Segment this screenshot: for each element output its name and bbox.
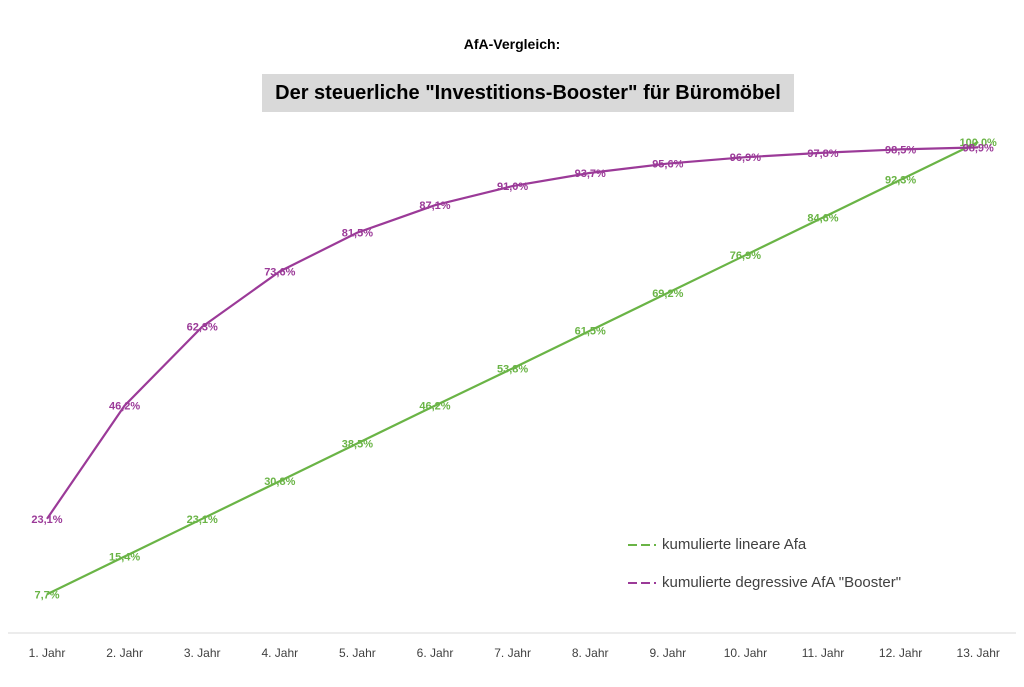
x-tick-label: 12. Jahr [879, 646, 922, 660]
data-label: 62,3% [187, 322, 218, 334]
data-label: 87,1% [419, 200, 450, 212]
data-label: 69,2% [652, 288, 683, 300]
data-label: 30,8% [264, 476, 295, 488]
series-line-degressive [46, 146, 979, 520]
legend-label-linear: kumulierte lineare Afa [662, 536, 807, 553]
data-label: 100,0% [960, 137, 998, 149]
x-tick-label: 4. Jahr [261, 646, 298, 660]
data-label: 7,7% [34, 589, 59, 601]
data-label: 91,0% [497, 181, 528, 193]
x-tick-label: 2. Jahr [106, 646, 143, 660]
legend-label-degressive: kumulierte degressive AfA "Booster" [662, 574, 902, 591]
x-tick-label: 10. Jahr [724, 646, 767, 660]
legend-item-degressive: kumulierte degressive AfA "Booster" [628, 574, 988, 591]
legend-item-linear: kumulierte lineare Afa [628, 536, 988, 553]
data-label: 95,6% [652, 159, 683, 171]
data-label: 15,4% [109, 552, 140, 564]
x-tick-label: 11. Jahr [802, 646, 844, 660]
series-lines [46, 141, 979, 596]
x-tick-label: 5. Jahr [339, 646, 376, 660]
data-label: 23,1% [187, 514, 218, 526]
data-label: 97,8% [807, 148, 838, 160]
legend-swatch-linear [628, 543, 656, 546]
data-label: 76,9% [730, 250, 761, 262]
x-tick-label: 6. Jahr [417, 646, 454, 660]
data-label: 98,5% [885, 144, 916, 156]
data-label: 98,9% [963, 142, 994, 154]
data-label: 23,1% [31, 514, 62, 526]
chart-title: Der steuerliche "Investitions-Booster" f… [262, 74, 794, 112]
data-label: 96,9% [730, 152, 761, 164]
x-tick-label: 9. Jahr [649, 646, 686, 660]
data-label: 38,5% [342, 438, 373, 450]
data-labels: 7,7% 15,4% 23,1% 30,8% 38,5% 46,2% 53,8% 61,5% 6… [31, 137, 997, 601]
chart-supertitle: AfA-Vergleich: [463, 36, 561, 52]
x-tick-label: 7. Jahr [494, 646, 531, 660]
x-tick-label: 3. Jahr [184, 646, 221, 660]
data-label: 73,6% [264, 266, 295, 278]
x-tick-label: 1. Jahr [29, 646, 66, 660]
data-label: 46,2% [109, 401, 140, 413]
legend-swatch-degressive [628, 581, 656, 584]
x-tick-label: 13. Jahr [957, 646, 1000, 660]
series-line-linear [46, 141, 979, 596]
x-axis: 1. Jahr 2. Jahr 3. Jahr 4. Jahr 5. Jahr 6. Ja… [8, 632, 1016, 660]
data-label: 92,3% [885, 175, 916, 187]
x-tick-label: 8. Jahr [572, 646, 609, 660]
data-label: 81,5% [342, 228, 373, 240]
data-label: 61,5% [575, 326, 606, 338]
data-label: 53,8% [497, 363, 528, 375]
data-label: 84,6% [807, 212, 838, 224]
data-label: 93,7% [575, 168, 606, 180]
data-label: 46,2% [419, 401, 450, 413]
